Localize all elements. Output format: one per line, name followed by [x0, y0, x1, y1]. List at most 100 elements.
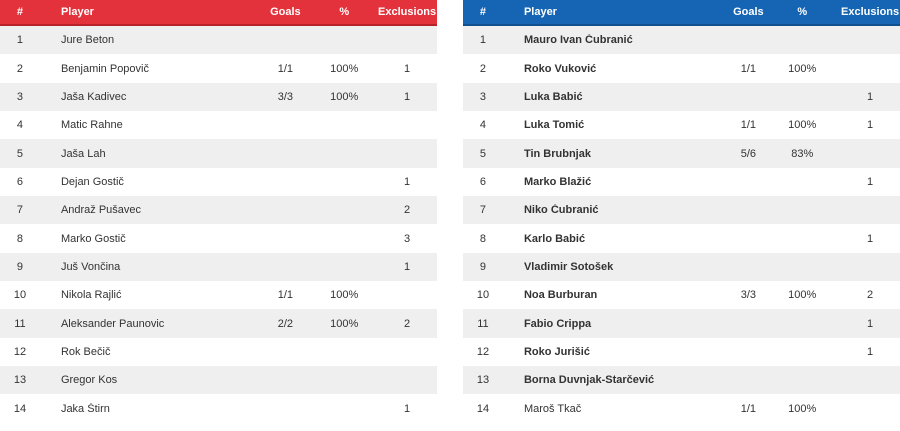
player-exclusions: 1 [404, 402, 411, 415]
player-number: 9 [479, 260, 487, 273]
player-goals: 1/1 [740, 119, 757, 132]
table-header: # Player Goals % Exclusions [463, 0, 900, 26]
player-number: 12 [13, 345, 27, 358]
player-percent: 100% [788, 289, 817, 302]
player-name: Rok Bečič [60, 345, 111, 358]
player-name: Jure Beton [60, 34, 115, 47]
player-percent: 100% [788, 62, 817, 75]
table-row: 6 Dejan Gostič 1 [0, 167, 437, 197]
player-exclusions: 1 [404, 175, 411, 188]
player-number: 3 [479, 90, 487, 103]
table-row: 2 Benjamin Popovič 1/1 100% 1 [0, 54, 437, 83]
player-name: Borna Duvnjak-Starčević [523, 374, 655, 387]
header-number: # [479, 6, 487, 18]
player-number: 9 [16, 260, 24, 273]
player-goals: 1/1 [740, 62, 757, 75]
player-goals: 5/6 [740, 147, 757, 160]
player-number: 7 [16, 204, 24, 217]
player-name: Luka Babić [523, 90, 583, 103]
player-number: 1 [479, 34, 487, 47]
header-goals: Goals [270, 6, 301, 18]
player-exclusions: 1 [404, 90, 411, 103]
player-percent: 100% [330, 90, 359, 103]
player-name: Vladimir Sotošek [523, 260, 614, 273]
header-player: Player [60, 6, 94, 18]
table-row: 7 Andraž Pušavec 2 [0, 196, 437, 225]
player-name: Niko Čubranić [523, 204, 599, 217]
player-number: 5 [16, 147, 24, 160]
header-goals: Goals [733, 6, 764, 18]
player-goals: 1/1 [277, 62, 294, 75]
table-row: 1 Jure Beton [0, 26, 437, 55]
table-row: 5 Tin Brubnjak 5/6 83% [463, 139, 900, 168]
table-row: 6 Marko Blažić 1 [463, 167, 900, 197]
player-number: 4 [479, 119, 487, 132]
player-name: Matic Rahne [60, 119, 123, 132]
player-name: Benjamin Popovič [60, 62, 149, 75]
header-exclusions: Exclusions [378, 6, 437, 18]
player-name: Maroš Tkač [523, 402, 582, 415]
player-exclusions: 1 [404, 62, 411, 75]
table-row: 10 Noa Burburan 3/3 100% 2 [463, 281, 900, 310]
player-name: Juš Vončina [60, 260, 121, 273]
table-row: 3 Luka Babić 1 [463, 82, 900, 112]
header-percent: % [339, 6, 350, 18]
table-body: 1 Mauro Ivan Čubranić 2 Roko Vuković 1/1 100%… [463, 26, 900, 423]
player-goals: 1/1 [277, 289, 294, 302]
player-name: Marko Gostič [60, 232, 126, 245]
player-number: 7 [479, 204, 487, 217]
player-number: 10 [13, 289, 27, 302]
player-number: 2 [479, 62, 487, 75]
table-row: 7 Niko Čubranić [463, 196, 900, 225]
player-exclusions: 1 [867, 345, 874, 358]
player-name: Gregor Kos [60, 374, 118, 387]
player-name: Jaka Štirn [60, 402, 110, 415]
player-number: 11 [477, 317, 489, 330]
player-number: 6 [16, 175, 24, 188]
player-percent: 100% [330, 62, 359, 75]
table-row: 11 Aleksander Paunovic 2/2 100% 2 [0, 309, 437, 338]
player-number: 12 [476, 345, 490, 358]
table-row: 14 Maroš Tkač 1/1 100% [463, 394, 900, 423]
player-name: Dejan Gostič [60, 175, 124, 188]
player-name: Andraž Pušavec [60, 204, 142, 217]
player-name: Jaša Kadivec [60, 90, 127, 103]
table-row: 11 Fabio Crippa 1 [463, 309, 900, 338]
player-percent: 100% [330, 289, 359, 302]
player-number: 14 [476, 402, 490, 415]
player-exclusions: 2 [404, 317, 411, 330]
player-exclusions: 1 [867, 90, 874, 103]
player-number: 2 [16, 62, 24, 75]
player-number: 4 [16, 119, 24, 132]
player-number: 1 [16, 34, 24, 47]
player-goals: 1/1 [740, 402, 757, 415]
player-exclusions: 2 [867, 289, 874, 302]
player-exclusions: 3 [404, 232, 411, 245]
player-name: Mauro Ivan Čubranić [523, 34, 633, 47]
table-row: 9 Juš Vončina 1 [0, 252, 437, 282]
player-name: Karlo Babić [523, 232, 586, 245]
player-percent: 100% [788, 119, 817, 132]
table-row: 8 Karlo Babić 1 [463, 224, 900, 253]
away-team-table: # Player Goals % Exclusions 1 Mauro Ivan … [463, 0, 900, 423]
home-team-table: # Player Goals % Exclusions 1 Jure Beton 2… [0, 0, 437, 423]
table-row: 10 Nikola Rajlić 1/1 100% [0, 281, 437, 310]
header-player: Player [523, 6, 557, 18]
player-exclusions: 1 [867, 317, 874, 330]
player-exclusions: 1 [867, 232, 874, 245]
player-goals: 3/3 [277, 90, 294, 103]
table-row: 5 Jaša Lah [0, 139, 437, 168]
table-row: 12 Roko Jurišić 1 [463, 337, 900, 367]
table-row: 4 Luka Tomić 1/1 100% 1 [463, 111, 900, 140]
player-name: Roko Jurišić [523, 345, 590, 358]
player-name: Fabio Crippa [523, 317, 592, 330]
table-row: 9 Vladimir Sotošek [463, 252, 900, 282]
player-number: 10 [476, 289, 490, 302]
table-row: 14 Jaka Štirn 1 [0, 394, 437, 423]
header-percent: % [797, 6, 808, 18]
header-exclusions: Exclusions [841, 6, 900, 18]
player-percent: 83% [791, 147, 814, 160]
player-name: Jaša Lah [60, 147, 106, 160]
player-number: 14 [13, 402, 27, 415]
player-number: 8 [16, 232, 24, 245]
